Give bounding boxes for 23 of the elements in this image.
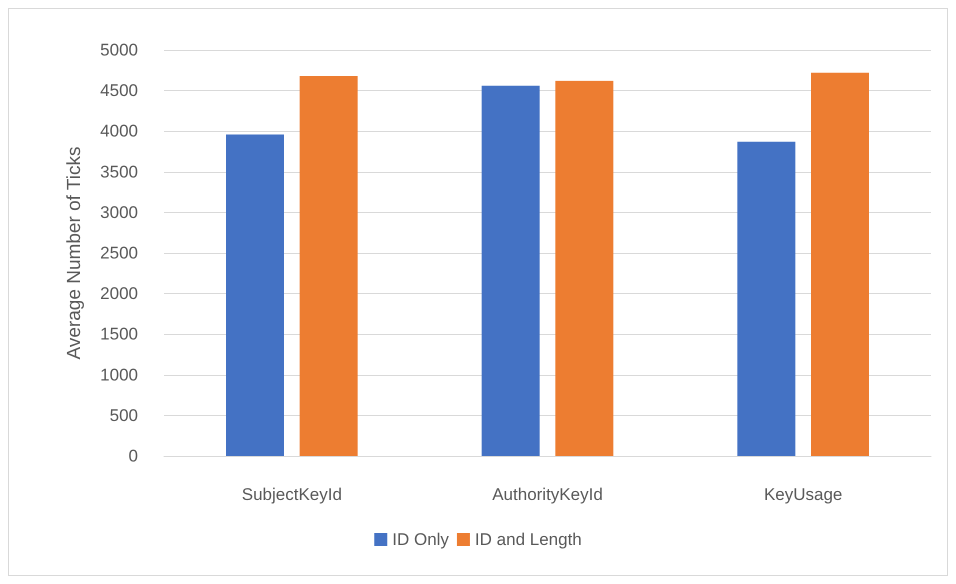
y-tick-label: 5000 — [100, 40, 138, 60]
y-tick-label: 3500 — [100, 162, 138, 182]
y-tick-label: 1000 — [100, 365, 138, 384]
legend-label: ID Only — [392, 530, 450, 549]
bar — [555, 80, 614, 456]
y-tick-label: 1500 — [100, 324, 138, 344]
y-tick-label: 3000 — [100, 202, 138, 222]
x-tick-label: SubjectKeyId — [242, 485, 342, 504]
y-tick-label: 2000 — [100, 284, 138, 304]
bar — [482, 86, 540, 456]
bar — [810, 72, 869, 456]
y-tick-label: 500 — [110, 406, 138, 425]
y-axis-title: Average Number of Ticks — [64, 146, 85, 360]
bar — [737, 142, 796, 456]
bar — [300, 76, 358, 456]
bar — [226, 134, 284, 456]
legend-label: ID and Length — [474, 530, 582, 549]
y-tick-label: 0 — [128, 446, 138, 466]
x-tick-label: KeyUsage — [764, 485, 842, 504]
y-tick-label: 4000 — [100, 122, 138, 141]
x-tick-label: AuthorityKeyId — [492, 485, 603, 504]
y-tick-label: 2500 — [100, 244, 138, 262]
y-tick-label: 4500 — [100, 81, 138, 100]
